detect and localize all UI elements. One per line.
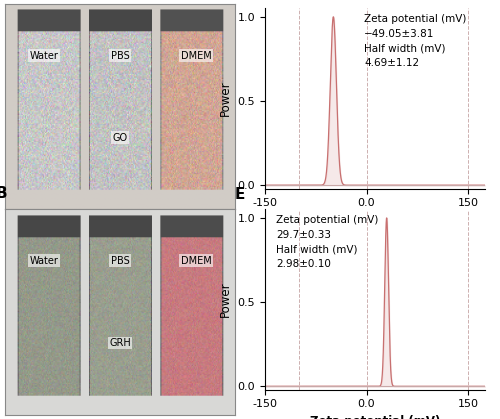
Text: B: B [0, 186, 8, 201]
X-axis label: Zeta potential (mV): Zeta potential (mV) [310, 214, 440, 227]
Text: GRH: GRH [109, 338, 131, 348]
Text: DMEM: DMEM [180, 51, 212, 60]
Text: Zeta potential (mV)
−49.05±3.81
Half width (mV)
4.69±1.12: Zeta potential (mV) −49.05±3.81 Half wid… [364, 14, 466, 68]
Text: Zeta potential (mV)
29.7±0.33
Half width (mV)
2.98±0.10: Zeta potential (mV) 29.7±0.33 Half width… [276, 215, 378, 269]
Y-axis label: Power: Power [219, 282, 232, 318]
Text: D: D [234, 0, 247, 1]
Y-axis label: Power: Power [219, 80, 232, 116]
Text: Water: Water [30, 256, 58, 266]
X-axis label: Zeta potential (mV): Zeta potential (mV) [310, 415, 440, 419]
Text: PBS: PBS [110, 51, 130, 60]
Text: Water: Water [30, 51, 58, 60]
Text: E: E [234, 187, 244, 202]
Text: PBS: PBS [110, 256, 130, 266]
Text: DMEM: DMEM [180, 256, 212, 266]
Text: GO: GO [112, 133, 128, 142]
